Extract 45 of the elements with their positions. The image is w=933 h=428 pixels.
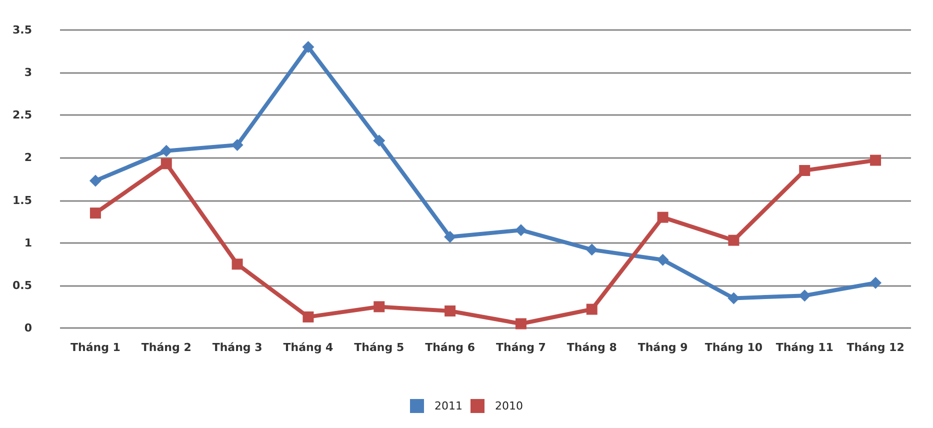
point — [870, 276, 882, 289]
point — [302, 41, 314, 54]
point — [160, 144, 172, 157]
y-tick-label: 3.5 — [12, 24, 32, 36]
legend-label: 2011 — [434, 400, 463, 412]
x-tick-label: Tháng 9 — [638, 341, 688, 354]
y-tick-label: 3 — [24, 66, 32, 80]
y-tick-label: 1.5 — [12, 194, 32, 207]
point — [302, 311, 314, 322]
x-tick-label: Tháng 6 — [425, 341, 476, 354]
x-tick-label: Tháng 8 — [566, 341, 617, 354]
point — [160, 158, 172, 170]
point — [515, 318, 526, 330]
point — [799, 164, 810, 176]
x-tick-label: Tháng 1 — [70, 341, 120, 354]
x-tick-label: Tháng 7 — [496, 341, 546, 354]
x-tick-label: Tháng 4 — [283, 341, 334, 354]
x-tick-label: Tháng 12 — [846, 341, 904, 354]
y-tick-label: 2.5 — [12, 108, 32, 122]
x-tick-label: Tháng 2 — [141, 341, 192, 354]
x-tick-label: Tháng 3 — [212, 341, 262, 354]
point — [586, 244, 598, 256]
y-tick-label: 0 — [24, 322, 32, 334]
point — [444, 305, 456, 316]
x-tick-label: Tháng 5 — [354, 341, 404, 354]
y-tick-label: 1 — [24, 236, 32, 250]
point — [373, 134, 386, 147]
point — [798, 290, 811, 302]
point — [728, 234, 740, 246]
point — [657, 212, 668, 223]
point — [231, 138, 244, 151]
point — [514, 224, 527, 236]
point — [90, 208, 101, 219]
point — [444, 230, 456, 243]
point — [374, 301, 385, 312]
x-tick-label: Tháng 11 — [776, 341, 834, 354]
point — [232, 258, 243, 270]
point — [656, 254, 669, 266]
x-tick-label: Tháng 10 — [704, 341, 763, 354]
legend-label: 2010 — [495, 400, 523, 412]
y-tick-label: 2 — [24, 151, 32, 164]
y-tick-label: 0.5 — [12, 278, 32, 292]
point — [89, 174, 102, 187]
point — [870, 154, 882, 166]
point — [586, 304, 598, 315]
